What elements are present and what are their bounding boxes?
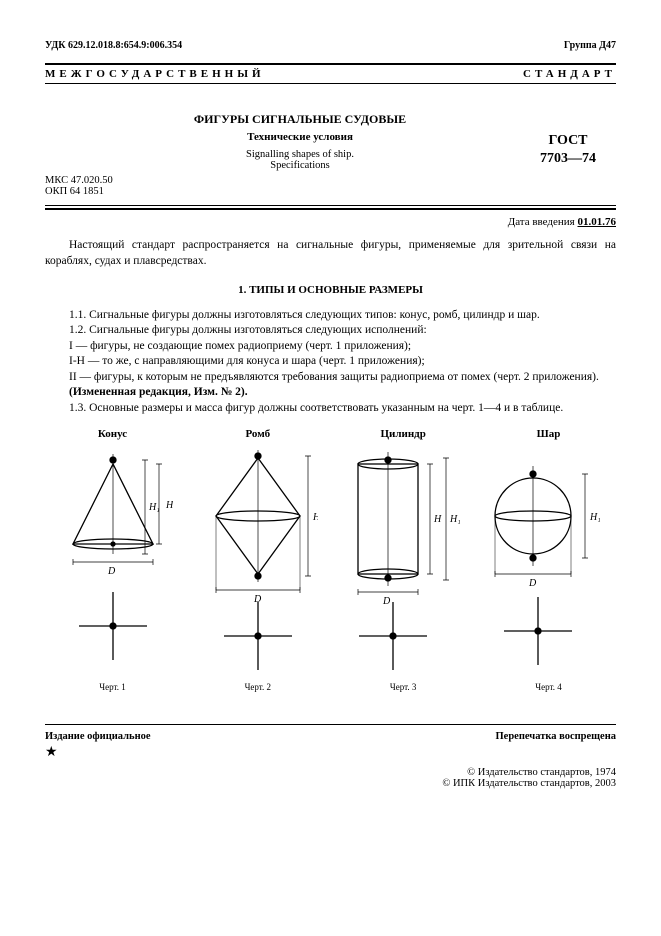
p-1-2c: II — фигуры, к которым не предъявляются … (45, 370, 616, 386)
interstate-title: МЕЖГОСУДАРСТВЕННЫЙ СТАНДАРТ (45, 63, 616, 84)
p-1-2: 1.2. Сигнальные фигуры должны изготовлят… (45, 323, 616, 339)
p-1-2d: (Измененная редакция, Изм. № 2). (45, 385, 616, 401)
dim-H1: H₁ (148, 502, 160, 513)
fig-1-title: Конус (45, 428, 180, 440)
fig-2-cap: Черт. 2 (190, 682, 325, 692)
p-1-2b: I-Н — то же, с направляющими для конуса … (45, 354, 616, 370)
star-mark: ★ (45, 744, 616, 761)
section-title-1: 1. ТИПЫ И ОСНОВНЫЕ РАЗМЕРЫ (45, 283, 616, 298)
fig-1: Конус (45, 428, 180, 692)
fig-4: Шар H₁ D (481, 428, 616, 692)
footer-left: Издание официальное (45, 731, 151, 742)
fig-1-svg: H H₁ D (53, 446, 173, 676)
title-main: ФИГУРЫ СИГНАЛЬНЫЕ СУДОВЫЕ (120, 112, 480, 127)
fig-2: Ромб H₁ D (190, 428, 325, 692)
fig-3-title: Цилиндр (336, 428, 471, 440)
intro-text: Настоящий стандарт распространяется на с… (45, 238, 616, 269)
p-1-3: 1.3. Основные размеры и масса фигур долж… (45, 401, 616, 417)
rule-thin (45, 205, 616, 206)
gost-label: ГОСТ (548, 133, 587, 148)
dim-H: H (433, 514, 442, 525)
p-1-1: 1.1. Сигнальные фигуры должны изготовлят… (45, 308, 616, 324)
date-intro-value: 01.01.76 (578, 216, 617, 228)
copyright-1: © Издательство стандартов, 1974 (45, 767, 616, 778)
fig-4-title: Шар (481, 428, 616, 440)
footer-right: Перепечатка воспрещена (496, 731, 616, 742)
rule-thick (45, 208, 616, 210)
page: УДК 629.12.018.8:654.9:006.354 Группа Д4… (0, 0, 661, 829)
dim-H: H (165, 500, 173, 511)
fig-2-svg: H₁ D (198, 446, 318, 676)
gost-value: 7703—74 (540, 151, 596, 166)
fig-2-title: Ромб (190, 428, 325, 440)
udk-code: УДК 629.12.018.8:654.9:006.354 (45, 40, 182, 51)
dim-H1: H₁ (589, 512, 601, 523)
fig-3-svg: H H₁ D (338, 446, 468, 676)
footer-row: Издание официальное Перепечатка воспреще… (45, 731, 616, 742)
dim-D: D (528, 578, 537, 589)
figures-row: Конус (45, 428, 616, 692)
title-block: ФИГУРЫ СИГНАЛЬНЫЕ СУДОВЫЕ Технические ус… (45, 112, 616, 197)
dim-D: D (107, 566, 116, 577)
fig-3: Цилиндр (336, 428, 471, 692)
fig-4-svg: H₁ D (483, 446, 613, 676)
fig-3-cap: Черт. 3 (336, 682, 471, 692)
dim-D: D (382, 596, 391, 607)
fig-4-cap: Черт. 4 (481, 682, 616, 692)
date-intro: Дата введения 01.01.76 (45, 216, 616, 228)
body-text: Настоящий стандарт распространяется на с… (45, 238, 616, 416)
p-1-2a: I — фигуры, не создающие помех радиоприе… (45, 339, 616, 355)
date-intro-label: Дата введения (508, 216, 578, 228)
dim-H1: H₁ (312, 512, 318, 523)
gost-number: ГОСТ 7703—74 (540, 132, 596, 167)
title-sub: Технические условия (120, 131, 480, 143)
okp-code: ОКП 64 1851 (45, 186, 616, 197)
header-row: УДК 629.12.018.8:654.9:006.354 Группа Д4… (45, 40, 616, 51)
footer-rule (45, 724, 616, 725)
copyright-2: © ИПК Издательство стандартов, 2003 (45, 778, 616, 789)
group-code: Группа Д47 (564, 40, 616, 51)
mks-code: МКС 47.020.50 (45, 175, 616, 186)
fig-1-cap: Черт. 1 (45, 682, 180, 692)
title-en-1: Signalling shapes of ship. (120, 149, 480, 160)
codes: МКС 47.020.50 ОКП 64 1851 (45, 175, 616, 197)
title-en-2: Specifications (120, 160, 480, 171)
dim-H1: H₁ (449, 514, 461, 525)
